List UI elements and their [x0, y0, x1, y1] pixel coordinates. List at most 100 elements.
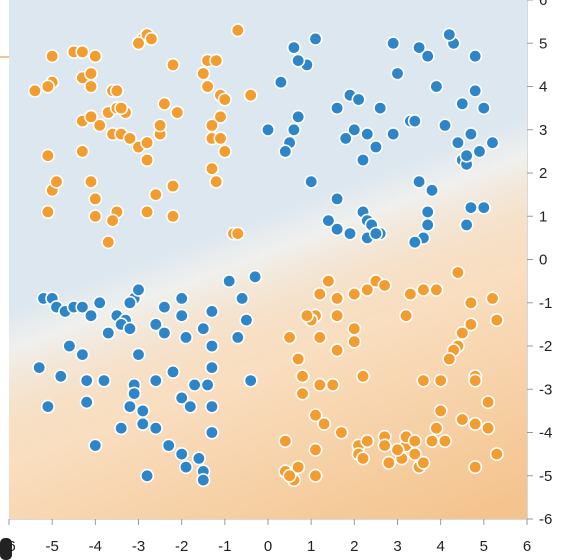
x-tick-label: -2	[175, 538, 188, 555]
y-tick-label: 5	[539, 35, 547, 52]
blue-data-point	[239, 313, 254, 328]
blue-data-point	[135, 416, 150, 431]
blue-data-point	[260, 122, 275, 137]
blue-data-point	[75, 347, 90, 362]
blue-data-point	[304, 174, 319, 189]
orange-data-point	[295, 386, 310, 401]
blue-data-point	[420, 217, 435, 232]
x-tick-label: -4	[89, 538, 102, 555]
blue-data-point	[437, 118, 452, 133]
orange-data-point	[399, 308, 414, 323]
blue-data-point	[127, 386, 142, 401]
orange-data-point	[455, 412, 470, 427]
blue-data-point	[338, 131, 353, 146]
y-tick-label: -3	[539, 381, 552, 398]
orange-data-point	[450, 265, 465, 280]
orange-data-point	[166, 57, 181, 72]
x-tick-label: 4	[436, 538, 444, 555]
orange-data-point	[40, 204, 55, 219]
x-tick-label: -5	[45, 538, 58, 555]
orange-data-point	[407, 434, 422, 449]
orange-data-point	[377, 278, 392, 293]
blue-data-point	[355, 153, 370, 168]
blue-data-point	[174, 291, 189, 306]
blue-data-point	[148, 317, 163, 332]
blue-data-point	[40, 399, 55, 414]
orange-data-point	[481, 421, 496, 436]
orange-data-point	[166, 209, 181, 224]
blue-data-point	[248, 269, 263, 284]
corner-marker	[0, 538, 12, 560]
orange-data-point	[308, 408, 323, 423]
blue-data-point	[131, 347, 146, 362]
blue-data-point	[140, 468, 155, 483]
orange-data-point	[131, 36, 146, 51]
orange-data-point	[360, 282, 375, 297]
blue-data-point	[308, 31, 323, 46]
orange-data-point	[317, 416, 332, 431]
orange-data-point	[88, 209, 103, 224]
blue-data-point	[347, 122, 362, 137]
orange-data-point	[468, 460, 483, 475]
blue-data-point	[278, 144, 293, 159]
orange-data-point	[230, 23, 245, 38]
blue-data-point	[204, 360, 219, 375]
blue-data-point	[230, 330, 245, 345]
blue-data-point	[243, 373, 258, 388]
y-tick-label: -4	[539, 425, 552, 442]
y-tick-label: 1	[539, 208, 547, 225]
orange-data-point	[45, 49, 60, 64]
y-tick-label: 6	[539, 0, 547, 9]
x-tick-label: 3	[393, 538, 401, 555]
orange-data-point	[433, 373, 448, 388]
orange-data-point	[360, 434, 375, 449]
orange-data-point	[243, 88, 258, 103]
orange-data-point	[209, 53, 224, 68]
blue-data-point	[351, 92, 366, 107]
blue-data-point	[148, 421, 163, 436]
x-tick-label: -1	[218, 538, 231, 555]
blue-data-point	[330, 101, 345, 116]
y-tick-label: 2	[539, 165, 547, 182]
orange-data-point	[196, 66, 211, 81]
orange-data-point	[308, 442, 323, 457]
blue-data-point	[32, 360, 47, 375]
orange-data-point	[455, 325, 470, 340]
blue-data-point	[476, 101, 491, 116]
y-tick-label: -2	[539, 338, 552, 355]
blue-data-point	[79, 373, 94, 388]
blue-data-point	[368, 140, 383, 155]
orange-data-point	[390, 442, 405, 457]
orange-data-point	[209, 174, 224, 189]
blue-data-point	[463, 200, 478, 215]
orange-data-point	[27, 83, 42, 98]
orange-data-point	[200, 79, 215, 94]
orange-data-point	[468, 373, 483, 388]
blue-data-point	[114, 421, 129, 436]
orange-data-point	[92, 118, 107, 133]
y-tick-label: -6	[539, 511, 552, 528]
blue-data-point	[204, 304, 219, 319]
x-tick-label: 1	[307, 538, 315, 555]
blue-data-point	[360, 127, 375, 142]
y-tick-label: 4	[539, 79, 547, 96]
y-tick-label: -1	[539, 295, 552, 312]
orange-data-point	[101, 235, 116, 250]
orange-data-point	[84, 66, 99, 81]
blue-data-point	[148, 373, 163, 388]
orange-data-point	[355, 451, 370, 466]
orange-data-point	[403, 287, 418, 302]
blue-data-point	[122, 399, 137, 414]
orange-data-point	[330, 343, 345, 358]
blue-data-point	[53, 369, 68, 384]
orange-data-point	[278, 434, 293, 449]
orange-data-point	[170, 105, 185, 120]
blue-data-point	[455, 96, 470, 111]
blue-data-point	[472, 144, 487, 159]
blue-data-point	[291, 109, 306, 124]
orange-data-point	[144, 31, 159, 46]
blue-data-point	[62, 338, 77, 353]
orange-data-point	[442, 351, 457, 366]
blue-data-point	[97, 373, 112, 388]
blue-data-point	[101, 325, 116, 340]
